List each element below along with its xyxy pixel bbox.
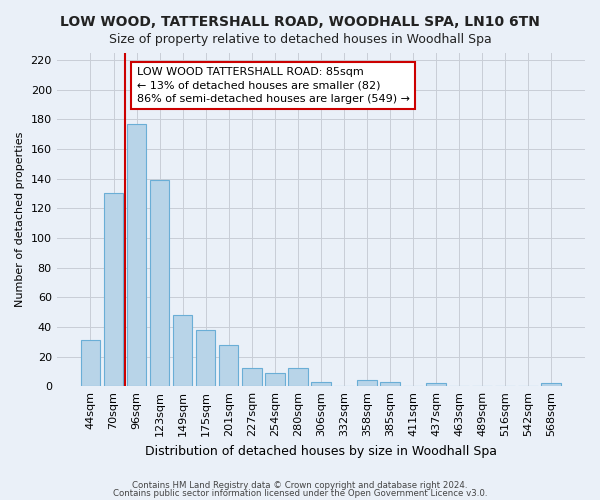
Text: LOW WOOD, TATTERSHALL ROAD, WOODHALL SPA, LN10 6TN: LOW WOOD, TATTERSHALL ROAD, WOODHALL SPA… [60,15,540,29]
Text: Size of property relative to detached houses in Woodhall Spa: Size of property relative to detached ho… [109,32,491,46]
Bar [541,383,561,386]
Text: Contains HM Land Registry data © Crown copyright and database right 2024.: Contains HM Land Registry data © Crown c… [132,480,468,490]
Y-axis label: Number of detached properties: Number of detached properties [15,132,25,307]
X-axis label: Distribution of detached houses by size in Woodhall Spa: Distribution of detached houses by size … [145,444,497,458]
Bar [288,368,308,386]
Bar [242,368,262,386]
Bar [311,382,331,386]
Text: Contains public sector information licensed under the Open Government Licence v3: Contains public sector information licen… [113,489,487,498]
Bar [196,330,215,386]
Text: LOW WOOD TATTERSHALL ROAD: 85sqm
← 13% of detached houses are smaller (82)
86% o: LOW WOOD TATTERSHALL ROAD: 85sqm ← 13% o… [137,68,410,104]
Bar [150,180,169,386]
Bar [426,383,446,386]
Bar [127,124,146,386]
Bar [80,340,100,386]
Bar [380,382,400,386]
Bar [357,380,377,386]
Bar [265,373,284,386]
Bar [104,194,123,386]
Bar [219,344,238,386]
Bar [173,315,193,386]
